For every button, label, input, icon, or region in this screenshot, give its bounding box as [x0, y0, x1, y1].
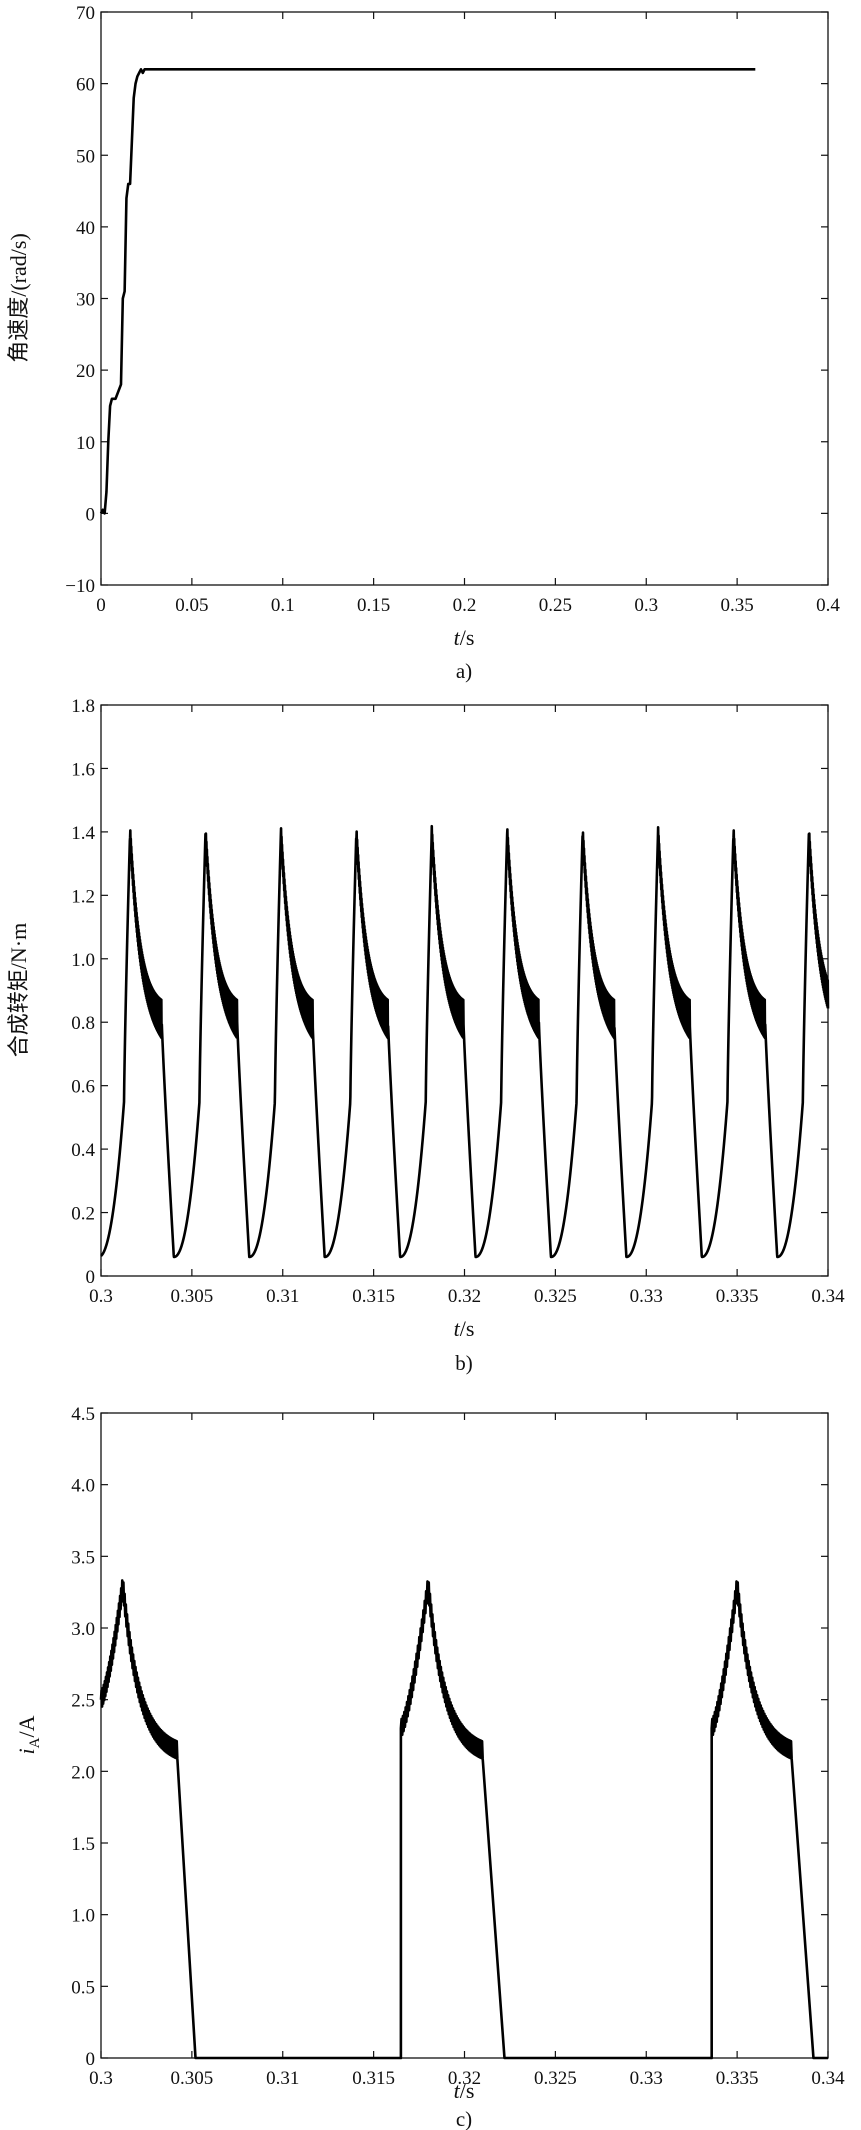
panel-b-ytick-label: 1.2 [71, 886, 95, 907]
panel-c-ylabel: iA/A [14, 1715, 43, 1754]
panel-c-xtick-label: 0.32 [448, 2068, 481, 2089]
panel-b-caption: b) [455, 1351, 473, 1375]
panel-b-ylabel: 合成转矩/N·m [6, 923, 31, 1057]
panel-a-xtick-label: 0.4 [816, 595, 840, 616]
panel-b-xtick-label: 0.315 [352, 1286, 395, 1307]
panel-a-ytick-label: −10 [65, 576, 95, 597]
panel-c-xtick-label: 0.33 [630, 2068, 663, 2089]
panel-b-xtick-label: 0.325 [534, 1286, 577, 1307]
panel-b-xtick-label: 0.32 [448, 1286, 481, 1307]
panel-c-ytick-label: 4.5 [71, 1404, 95, 1425]
panel-b-xlabel-var: t [454, 1316, 461, 1341]
panel-a-ytick-label: 60 [76, 75, 95, 96]
panel-c-ytick-label: 0.5 [71, 1977, 95, 1998]
panel-c-xlabel: t/s [454, 2078, 475, 2103]
panel-b-xtick-label: 0.31 [266, 1286, 299, 1307]
panel-c-ticks: 0.3 0.305 0.31 0.315 0.32 0.325 0.33 0.335 0.34 0… [71, 1404, 845, 2089]
panel-c-xtick-label: 0.335 [716, 2068, 759, 2089]
panel-a-ytick-label: 10 [76, 433, 95, 454]
panel-a-ytick-label: 40 [76, 218, 95, 239]
panel-c-ytick-label: 1.0 [71, 1906, 95, 1927]
panel-b-ytick-label: 1.8 [71, 696, 95, 717]
panel-b-ytick-label: 1.6 [71, 759, 95, 780]
panel-a-ytick-label: 0 [86, 504, 96, 525]
panel-a-ytick-label: 30 [76, 290, 95, 311]
panel-c-xtick-label: 0.315 [352, 2068, 395, 2089]
panel-c-ytick-label: 3.5 [71, 1547, 95, 1568]
panel-a-xtick-label: 0.25 [539, 595, 572, 616]
panel-a-xlabel-var: t [454, 625, 461, 650]
panel-c-ylabel-var: i [14, 1748, 39, 1754]
panel-b-xlabel-unit: /s [460, 1316, 475, 1341]
panel-b-ytick-label: 0.2 [71, 1204, 95, 1225]
panel-a-ylabel: 角速度/(rad/s) [6, 233, 31, 363]
panel-a-xtick-label: 0 [96, 595, 106, 616]
panel-a-xlabel-unit: /s [460, 625, 475, 650]
panel-a-xtick-label: 0.05 [175, 595, 208, 616]
panel-b-xtick-label: 0.305 [171, 1286, 214, 1307]
panel-c: 0.3 0.305 0.31 0.315 0.32 0.325 0.33 0.335 0.34 0… [14, 1404, 845, 2130]
panel-a: 0 0.05 0.1 0.15 0.2 0.25 0.3 0.35 0.4−1001020304… [6, 3, 840, 683]
panel-a-speed-trace [99, 68, 756, 515]
panel-c-xlabel-unit: /s [460, 2078, 475, 2103]
panel-b-ytick-label: 1.0 [71, 950, 95, 971]
panel-b-ytick-label: 1.4 [71, 823, 95, 844]
panel-b-xtick-label: 0.34 [811, 1286, 845, 1307]
panel-a-caption: a) [456, 659, 472, 683]
panel-c-xtick-label: 0.305 [171, 2068, 214, 2089]
panel-c-xtick-label: 0.325 [534, 2068, 577, 2089]
panel-b-ticks: 0.3 0.305 0.31 0.315 0.32 0.325 0.33 0.335 0.34 0… [71, 696, 845, 1307]
panel-c-ytick-label: 1.5 [71, 1834, 95, 1855]
panel-a-ytick-label: 70 [76, 3, 95, 24]
panel-a-ticks: 0 0.05 0.1 0.15 0.2 0.25 0.3 0.35 0.4−1001020304… [65, 3, 840, 616]
panel-b: 0.3 0.305 0.31 0.315 0.32 0.325 0.33 0.335 0.34 0… [6, 696, 845, 1375]
panel-c-ytick-label: 3.0 [71, 1619, 95, 1640]
panel-b-xtick-label: 0.33 [630, 1286, 663, 1307]
panel-a-xtick-label: 0.3 [634, 595, 658, 616]
panel-a-frame [100, 11, 829, 586]
panel-c-ytick-label: 0 [86, 2049, 96, 2070]
panel-a-xlabel: t/s [454, 625, 475, 650]
panel-a-ytick-label: 20 [76, 361, 95, 382]
panel-c-ytick-label: 2.5 [71, 1691, 95, 1712]
panel-a-xtick-label: 0.2 [453, 595, 477, 616]
panel-b-xtick-label: 0.3 [89, 1286, 113, 1307]
panel-b-ytick-label: 0.4 [71, 1140, 95, 1161]
panel-c-xtick-label: 0.31 [266, 2068, 299, 2089]
panel-b-ytick-label: 0 [86, 1267, 96, 1288]
panel-a-xtick-label: 0.1 [271, 595, 295, 616]
panel-c-current-trace [99, 1579, 828, 2060]
panel-c-xtick-label: 0.3 [89, 2068, 113, 2089]
panel-c-ylabel-unit: /A [14, 1715, 39, 1737]
panel-c-ytick-label: 4.0 [71, 1476, 95, 1497]
panel-b-ytick-label: 0.8 [71, 1013, 95, 1034]
panel-c-ytick-label: 2.0 [71, 1762, 95, 1783]
panel-b-torque-trace [99, 824, 830, 1259]
panel-c-xtick-label: 0.34 [811, 2068, 845, 2089]
panel-c-xlabel-var: t [454, 2078, 461, 2103]
panel-a-ytick-label: 50 [76, 146, 95, 167]
panel-c-ylabel-sub: A [27, 1737, 43, 1748]
panel-a-xtick-label: 0.35 [721, 595, 754, 616]
panel-c-caption: c) [456, 2107, 472, 2130]
panel-b-xtick-label: 0.335 [716, 1286, 759, 1307]
panel-b-ytick-label: 0.6 [71, 1077, 95, 1098]
panel-b-xlabel: t/s [454, 1316, 475, 1341]
panel-a-xtick-label: 0.15 [357, 595, 390, 616]
